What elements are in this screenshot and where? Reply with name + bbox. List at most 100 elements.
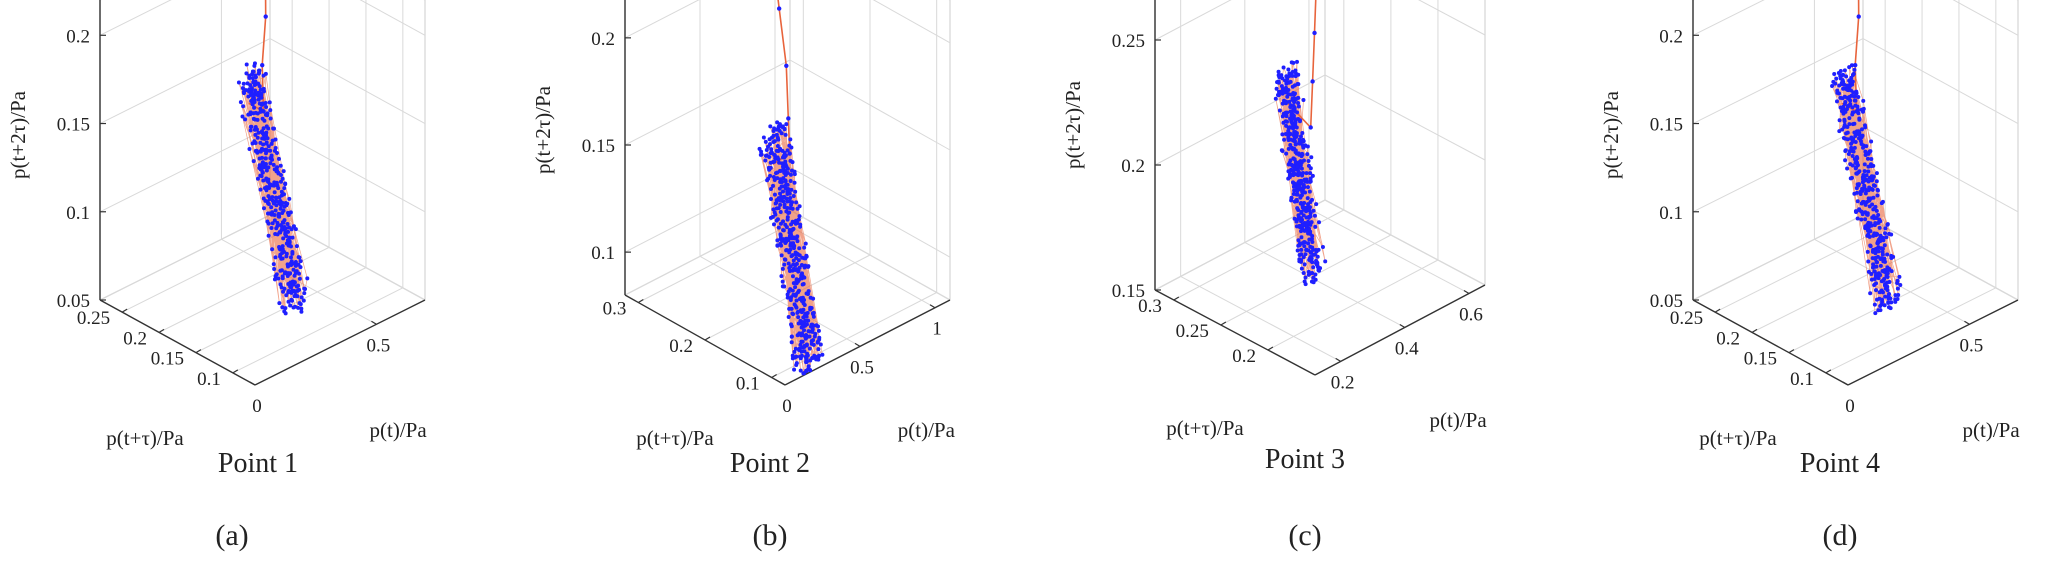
data-point [799, 296, 804, 301]
grid-line [99, 126, 271, 213]
data-point [1306, 159, 1311, 164]
data-point [794, 200, 799, 205]
data-point [1293, 142, 1298, 147]
data-point [299, 306, 304, 311]
panel-2-chart: 0 0.5 1 0.1 0.2 0.3 0.1 0.15 0.2 p(t)/Pa p(t+τ)/Pa… [531, 0, 956, 450]
data-point [1309, 155, 1314, 160]
data-point [280, 244, 285, 249]
data-point [1895, 280, 1900, 285]
data-point [1277, 108, 1282, 113]
y-tick-label: 0.15 [151, 349, 184, 370]
y-tick-label: 0.2 [1716, 328, 1740, 349]
data-point [1286, 146, 1291, 151]
data-point [1840, 127, 1845, 132]
data-point [275, 220, 280, 225]
data-point [280, 200, 285, 205]
grid-line [1862, 38, 2019, 124]
data-point [1835, 90, 1840, 95]
data-point [802, 275, 807, 280]
data-point [247, 146, 252, 151]
panel-2-point-label: Point 2 [730, 448, 810, 479]
panel-4-chart: 00.50.10.150.20.250.050.10.150.2p(t)/Pap… [1599, 0, 2020, 450]
grid-line [99, 214, 271, 301]
data-point [1841, 86, 1846, 91]
y-tick [1220, 321, 1227, 326]
data-point [261, 73, 266, 78]
data-point [788, 178, 793, 183]
data-point [790, 268, 795, 273]
data-point [252, 63, 257, 68]
y-tick [704, 336, 711, 341]
data-point [805, 353, 810, 358]
z-tick-label: 0.1 [66, 203, 90, 224]
data-point [283, 270, 288, 275]
panel-4-point-label: Point 4 [1800, 448, 1880, 479]
data-point [787, 191, 792, 196]
x-tick-label: 0.6 [1459, 304, 1483, 325]
y-tick [1267, 346, 1274, 351]
data-point [1853, 166, 1858, 171]
data-point [782, 205, 787, 210]
data-point [1301, 270, 1306, 275]
data-point [1305, 144, 1310, 149]
y-axis-label: p(t+τ)/Pa [636, 426, 714, 450]
z-tick-label: 0.2 [1121, 156, 1145, 177]
data-point [806, 264, 811, 269]
data-point [802, 343, 807, 348]
data-point [260, 146, 265, 151]
data-point [1856, 94, 1861, 99]
y-tick [232, 369, 239, 374]
data-point [1290, 73, 1295, 78]
grid-line [121, 226, 293, 313]
data-point [771, 129, 776, 134]
data-point [772, 222, 777, 227]
data-point [1830, 84, 1835, 89]
data-point [1866, 232, 1871, 237]
data-point [786, 315, 791, 320]
x-axis-line [784, 299, 951, 386]
data-point [256, 97, 261, 102]
data-point [1875, 188, 1880, 193]
data-point [1870, 178, 1875, 183]
data-point [1314, 262, 1319, 267]
data-point [1878, 257, 1883, 262]
y-tick [121, 308, 128, 313]
data-point [258, 187, 263, 192]
data-point [278, 206, 283, 211]
data-point [282, 218, 287, 223]
data-point [296, 271, 301, 276]
data-point [814, 354, 819, 359]
data-point [1308, 179, 1313, 184]
y-tick-label: 0.2 [123, 328, 147, 349]
data-point [1850, 122, 1855, 127]
y-tick [638, 298, 644, 304]
grid-line [1692, 0, 1765, 36]
y-tick-label: 0.1 [197, 369, 221, 390]
data-point [1861, 145, 1866, 150]
data-point [280, 176, 285, 181]
data-point [800, 255, 805, 260]
data-point [776, 225, 781, 230]
data-point [1301, 144, 1306, 149]
data-point [1315, 254, 1320, 259]
x-tick [929, 304, 936, 309]
data-point [1311, 252, 1316, 257]
data-point [288, 255, 293, 260]
data-point [281, 169, 286, 174]
data-point [1299, 200, 1304, 205]
data-point [1275, 93, 1280, 98]
data-point [802, 349, 807, 354]
data-point [1860, 199, 1865, 204]
data-point [775, 120, 780, 125]
data-point [270, 221, 275, 226]
data-point [785, 166, 790, 171]
data-point [1306, 207, 1311, 212]
data-point [1886, 293, 1891, 298]
data-point [1859, 127, 1864, 132]
transient-point [1856, 14, 1861, 19]
data-point [1305, 152, 1310, 157]
data-point [289, 259, 294, 264]
data-point [261, 142, 266, 147]
data-point [1865, 249, 1870, 254]
grid-line [1324, 199, 1486, 286]
